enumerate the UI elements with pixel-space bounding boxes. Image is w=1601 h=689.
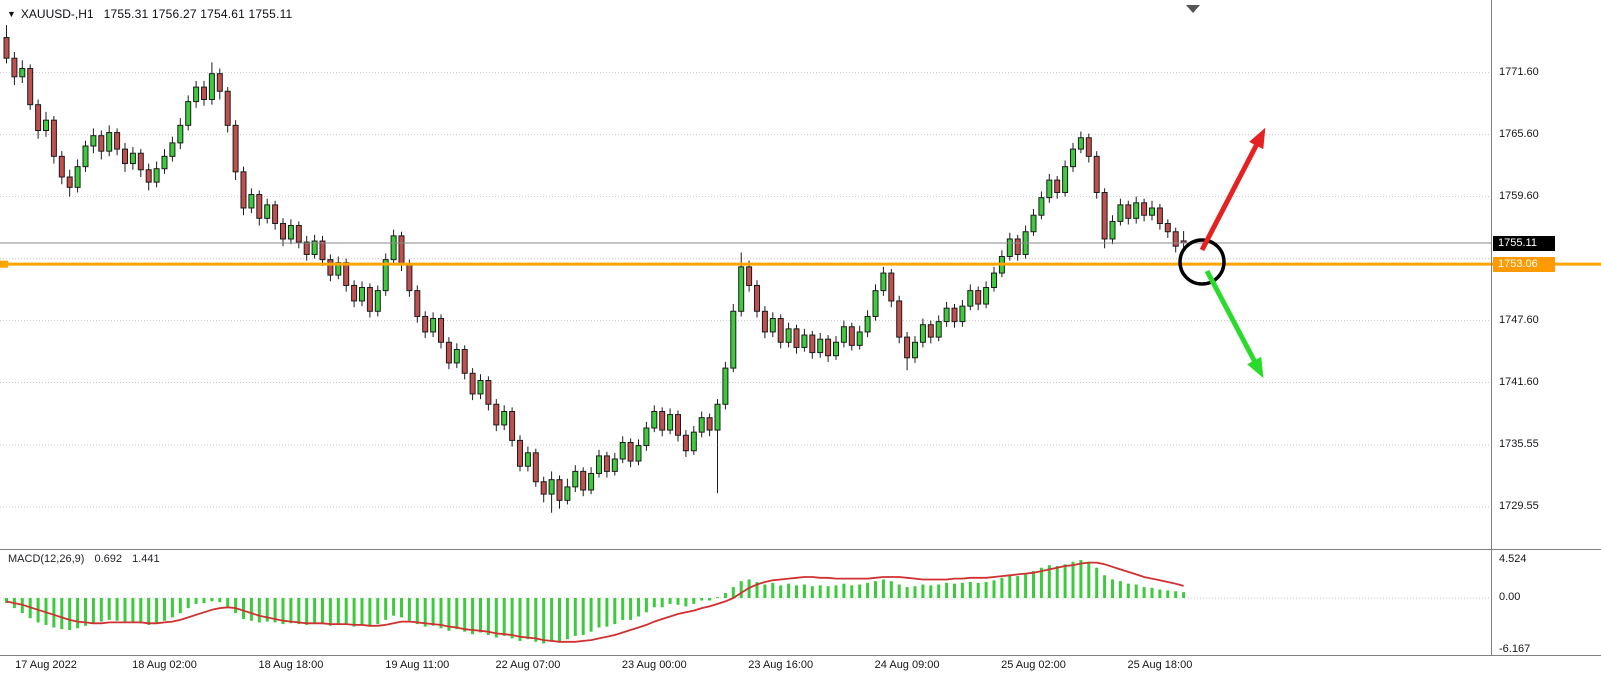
time-axis-label: 25 Aug 18:00 [1127, 659, 1193, 671]
price-lines [0, 242, 1601, 268]
up-arrow-annotation[interactable] [1199, 127, 1266, 252]
macd-scale[interactable]: 4.524 0.00 -6.167 [1492, 550, 1601, 655]
chart-shift-marker[interactable] [1186, 5, 1200, 13]
price-axis-label: 1765.60 [1499, 127, 1539, 140]
trend-circle-annotation[interactable] [1178, 238, 1226, 286]
macd-indicator [5, 560, 1186, 644]
annotation-objects[interactable] [1178, 5, 1266, 379]
price-axis-label: 1747.60 [1499, 313, 1539, 326]
macd-label: MACD(12,26,9) 0.692 1.441 [8, 553, 167, 565]
macd-main-value: 0.692 [94, 553, 123, 565]
macd-axis-label: 0.00 [1499, 591, 1521, 603]
price-axis-label: 1771.60 [1499, 65, 1539, 78]
time-axis-label: 23 Aug 00:00 [621, 659, 687, 671]
symbol-title: XAUUSD-,H1 [20, 7, 94, 21]
price-axis-label: 1729.55 [1499, 500, 1539, 513]
time-axis-label: 23 Aug 16:00 [748, 659, 814, 671]
candlestick-series [3, 25, 1187, 513]
time-axis-label: 17 Aug 2022 [15, 659, 77, 671]
macd-axis-label: 4.524 [1499, 552, 1527, 565]
time-axis-label: 25 Aug 02:00 [1001, 659, 1066, 671]
pane-separators [0, 0, 1601, 656]
time-scale[interactable]: 17 Aug 2022 18 Aug 02:00 18 Aug 18:00 19 Au… [0, 656, 1601, 680]
time-axis-label: 18 Aug 18:00 [258, 659, 324, 671]
macd-indicator-name: MACD(12,26,9) [8, 553, 85, 565]
orange-line-price-tag: 1753.06 [1493, 257, 1555, 272]
dropdown-triangle-icon: ▼ [7, 9, 16, 19]
macd-axis-label: -6.167 [1499, 642, 1531, 655]
time-axis-label: 18 Aug 02:00 [132, 659, 197, 671]
time-axis-label: 19 Aug 11:00 [385, 659, 450, 671]
grid-lines [0, 72, 1491, 599]
price-axis-label: 1759.60 [1499, 189, 1539, 202]
price-axis-label: 1741.60 [1499, 375, 1539, 388]
time-axis-label: 22 Aug 07:00 [495, 659, 561, 671]
ohlc-readout: 1755.31 1756.27 1754.61 1755.11 [103, 7, 293, 21]
macd-signal-value: 1.441 [132, 553, 160, 565]
time-axis-label: 24 Aug 09:00 [874, 659, 940, 671]
price-scale[interactable]: 1771.60 1765.60 1759.60 1747.60 1741.60 1735.… [1492, 0, 1601, 549]
down-arrow-annotation[interactable] [1204, 269, 1264, 379]
price-axis-label: 1735.55 [1499, 438, 1539, 451]
symbol-header: ▼ XAUUSD-,H1 1755.31 1756.27 1754.61 175… [7, 7, 292, 21]
bid-price-tag: 1755.11 [1493, 236, 1555, 251]
